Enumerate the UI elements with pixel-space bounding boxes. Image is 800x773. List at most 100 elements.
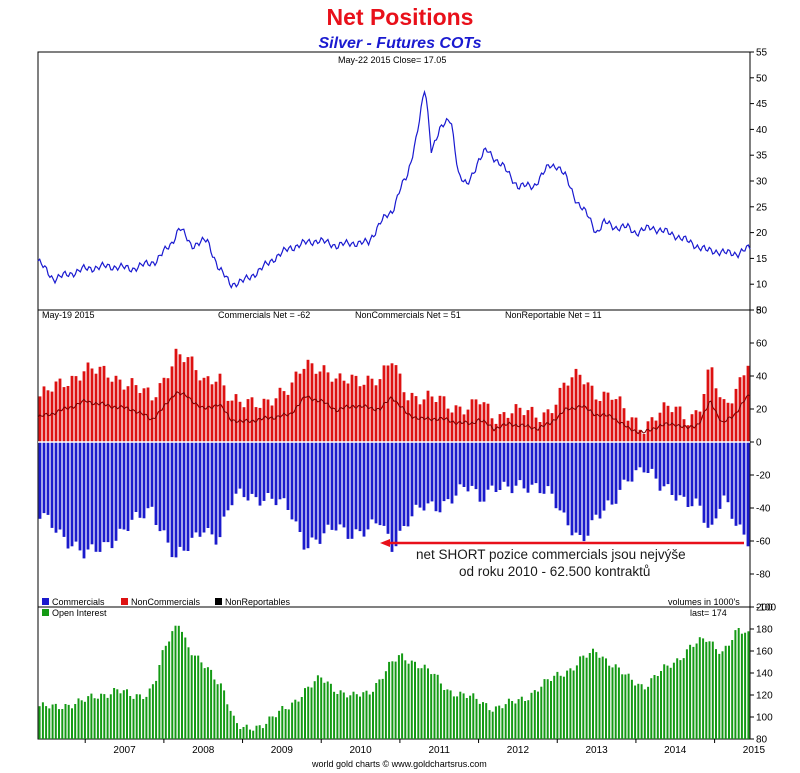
- noncommercials-bar: [506, 417, 510, 442]
- open-interest-bar: [601, 656, 604, 739]
- price-series-line: [37, 89, 751, 290]
- noncommercials-bar: [582, 384, 586, 442]
- commercials-bar: [126, 442, 130, 531]
- noncommercials-bar: [746, 365, 750, 442]
- commercials-bar: [326, 442, 330, 525]
- open-interest-bar: [378, 679, 381, 739]
- noncommercials-bar: [194, 370, 198, 442]
- open-interest-bar: [627, 673, 630, 739]
- legend-noncommercials: NonCommercials: [131, 597, 201, 607]
- open-interest-bar: [705, 641, 708, 739]
- open-interest-bar: [414, 661, 416, 739]
- open-interest-bar: [71, 708, 73, 739]
- noncommercials-bar: [186, 357, 190, 442]
- open-interest-bar: [582, 655, 585, 739]
- noncommercials-bar: [78, 380, 82, 442]
- commercials-bar: [570, 442, 574, 536]
- oi-panel-frame: [37, 606, 751, 740]
- open-interest-bar: [187, 647, 190, 739]
- commercials-bar: [238, 442, 242, 489]
- commercials-bar: [534, 442, 538, 484]
- noncommercials-bar: [602, 391, 606, 442]
- noncommercials-bar: [174, 348, 178, 442]
- open-interest-bar: [174, 625, 177, 739]
- noncommercials-bar: [714, 388, 718, 442]
- nonreportable-net-label: NonReportable Net = 11: [505, 310, 602, 320]
- commercials-bar: [118, 442, 122, 529]
- open-interest-bar: [394, 661, 397, 739]
- open-interest-bar: [417, 668, 420, 739]
- noncommercials-bar: [374, 385, 378, 442]
- open-interest-bar: [624, 674, 627, 739]
- commercials-bar: [354, 442, 358, 530]
- commercials-bar: [478, 442, 482, 502]
- open-interest-bar: [135, 694, 138, 739]
- oi-last-value: last= 174: [690, 608, 727, 618]
- open-interest-bar: [116, 689, 119, 739]
- commercials-bar: [526, 442, 530, 493]
- noncommercials-bar: [634, 417, 638, 442]
- commercials-bar: [162, 442, 166, 531]
- noncommercials-bar: [546, 409, 550, 442]
- noncommercials-bar: [678, 406, 682, 442]
- commercials-bar: [390, 442, 394, 552]
- commercials-bar: [398, 442, 402, 531]
- commercials-bar: [706, 442, 710, 528]
- open-interest-bar: [702, 638, 705, 739]
- noncommercials-bar: [42, 386, 46, 442]
- oi-layer: [38, 625, 750, 739]
- noncommercials-bar: [166, 378, 170, 442]
- net-layer: [37, 348, 751, 559]
- commercials-bar: [586, 442, 590, 536]
- open-interest-bar: [698, 637, 701, 739]
- open-interest-bar: [90, 693, 93, 739]
- oi-ytick-label-0: 80: [756, 735, 768, 746]
- commercials-bar: [330, 442, 334, 530]
- open-interest-bar: [168, 641, 171, 739]
- open-interest-bar: [210, 669, 213, 739]
- open-interest-bar: [329, 683, 332, 739]
- commercials-bar: [70, 442, 74, 547]
- open-interest-bar: [550, 681, 552, 739]
- open-interest-bar: [443, 690, 446, 739]
- open-interest-bar: [504, 704, 507, 739]
- noncommercials-bar: [202, 377, 206, 442]
- noncommercials-bar: [46, 390, 50, 442]
- open-interest-bar: [436, 674, 439, 739]
- open-interest-bar: [621, 674, 624, 739]
- open-interest-bar: [58, 709, 60, 739]
- noncommercials-bar: [638, 429, 642, 442]
- commercials-bar: [610, 442, 614, 505]
- commercials-bar: [82, 442, 86, 559]
- open-interest-bar: [517, 699, 520, 739]
- noncommercials-bar: [630, 417, 634, 442]
- open-interest-bar: [310, 687, 313, 739]
- noncommercials-bar: [418, 404, 422, 442]
- legend-nonreportables-swatch: [215, 598, 222, 605]
- noncommercials-bar: [242, 407, 246, 442]
- commercials-bar: [694, 442, 698, 499]
- commercials-bar: [54, 442, 58, 533]
- commercials-bar: [614, 442, 618, 504]
- commercials-bar: [730, 442, 734, 519]
- commercials-bar: [278, 442, 282, 500]
- open-interest-bar: [177, 625, 180, 739]
- open-interest-bar: [514, 703, 517, 739]
- open-interest-bar: [323, 682, 326, 739]
- commercials-bar: [58, 442, 62, 530]
- open-interest-bar: [100, 693, 103, 739]
- commercials-bar: [178, 442, 182, 547]
- open-interest-bar: [456, 696, 459, 739]
- oi-ytick-label-1: 100: [756, 713, 773, 724]
- commercials-bar: [562, 442, 566, 513]
- open-interest-bar: [271, 716, 274, 739]
- commercials-bar: [158, 442, 162, 532]
- noncommercials-bar: [682, 419, 686, 442]
- commercials-bar: [542, 442, 546, 494]
- noncommercials-bar: [290, 382, 294, 442]
- noncommercials-bar: [462, 414, 466, 442]
- commercials-bar: [602, 442, 606, 511]
- noncommercials-bar: [490, 418, 494, 442]
- open-interest-bar: [216, 684, 219, 739]
- noncommercials-bar: [274, 398, 278, 442]
